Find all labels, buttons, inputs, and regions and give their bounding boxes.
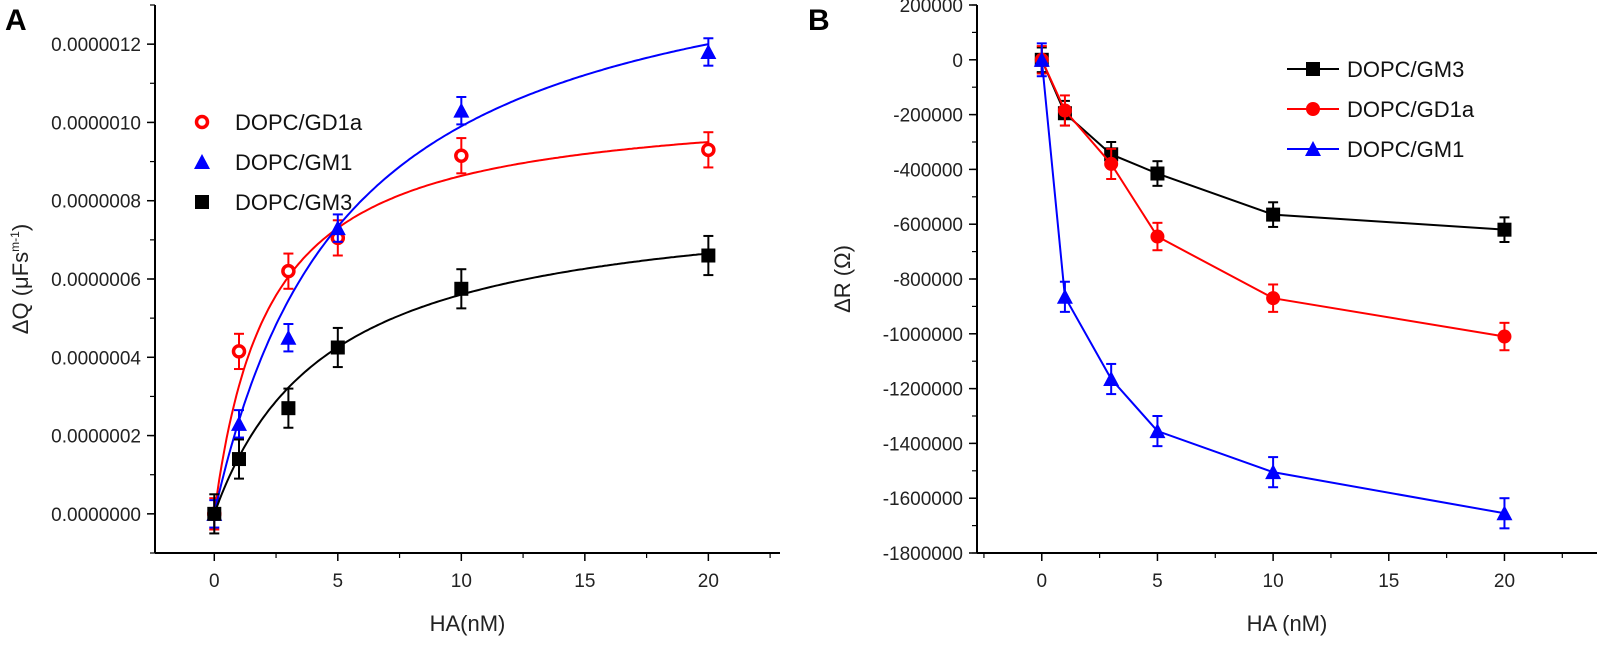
legend-item: DOPC/GM1 xyxy=(194,150,352,175)
data-point xyxy=(1149,423,1166,439)
y-tick-label: -1400000 xyxy=(883,434,963,455)
legend-marker xyxy=(1305,141,1321,156)
data-point xyxy=(1150,166,1165,181)
data-point xyxy=(281,401,296,416)
data-point xyxy=(1497,329,1512,344)
y-tick-label: -1000000 xyxy=(883,325,963,346)
legend-item: DOPC/GM3 xyxy=(195,190,352,215)
data-point xyxy=(230,415,247,431)
y-tick-label: -400000 xyxy=(893,160,963,181)
y-axis-label: ΔQ (μFsm-1) xyxy=(8,224,33,334)
y-tick-label: -600000 xyxy=(893,215,963,236)
data-point xyxy=(231,344,247,359)
y-axis-label-main: ΔR (Ω) xyxy=(830,245,855,313)
y-tick-label: 0.0000006 xyxy=(51,270,141,291)
y-tick-label: 0.0000002 xyxy=(51,427,141,448)
data-point xyxy=(1497,222,1512,237)
panel-label-b: B xyxy=(808,4,830,37)
legend-item: DOPC/GM1 xyxy=(1287,137,1464,162)
legend-item: DOPC/GD1a xyxy=(1287,97,1475,122)
series-line xyxy=(1040,59,1505,515)
x-tick-label: 20 xyxy=(698,571,719,592)
data-point xyxy=(454,148,469,163)
legend-label: DOPC/GD1a xyxy=(1347,97,1475,122)
series-dopc-gd1a xyxy=(1034,45,1512,352)
chart-a: 0 5 10 15 20 0.0000000 0.0000002 0.0000004 0.000… xyxy=(8,4,780,636)
y-tick-label: -1600000 xyxy=(883,489,963,510)
y-tick-label: 0.0000010 xyxy=(51,113,141,134)
x-tick-label: 5 xyxy=(1152,571,1163,592)
x-tick-label: 0 xyxy=(209,571,220,592)
x-axis-label: HA (nM) xyxy=(1247,611,1328,636)
x-tick-label: 20 xyxy=(1494,571,1515,592)
y-axis-label-end: ) xyxy=(8,224,33,231)
data-point xyxy=(1104,156,1119,171)
data-point xyxy=(330,340,345,355)
data-point xyxy=(1103,371,1120,387)
y-tick-label: 0.0000008 xyxy=(51,192,141,213)
y-tick-label: 200000 xyxy=(900,0,963,17)
x-axis-label: HA(nM) xyxy=(430,611,506,636)
data-point xyxy=(1265,464,1282,480)
data-point xyxy=(281,263,296,279)
x-tick-label: 15 xyxy=(1378,571,1399,592)
y-tick-label: 0.0000000 xyxy=(51,505,141,526)
data-point xyxy=(231,452,246,467)
y-tick-label: 0 xyxy=(952,51,963,72)
data-point xyxy=(329,220,346,236)
legend-label: DOPC/GM3 xyxy=(1347,57,1464,82)
legend-label: DOPC/GM3 xyxy=(235,190,352,215)
data-point xyxy=(1056,288,1073,304)
data-point xyxy=(700,43,717,59)
data-point xyxy=(701,248,716,263)
x-tick-label: 5 xyxy=(333,571,344,592)
y-tick-label: -1200000 xyxy=(883,380,963,401)
data-point xyxy=(1033,51,1050,67)
fit-curve xyxy=(213,141,709,515)
y-tick-label: -1800000 xyxy=(883,544,963,565)
y-tick-label: 0.0000004 xyxy=(51,348,141,369)
legend-marker xyxy=(1306,62,1320,76)
data-point xyxy=(1266,207,1281,222)
series-dopc-gm1 xyxy=(1033,42,1513,530)
legend-label: DOPC/GM1 xyxy=(235,150,352,175)
y-axis-label-main: ΔQ (μFs xyxy=(8,252,33,334)
data-point xyxy=(701,142,716,158)
legend-label: DOPC/GD1a xyxy=(235,110,363,135)
data-point xyxy=(453,102,470,118)
x-tick-label: 10 xyxy=(1263,571,1284,592)
legend-marker xyxy=(195,195,209,209)
data-point xyxy=(1496,505,1513,521)
legend-item: DOPC/GD1a xyxy=(194,110,363,135)
y-axis-label-sup: m-1 xyxy=(8,231,22,252)
series-dopc-gm3 xyxy=(207,234,716,535)
legend-item: DOPC/GM3 xyxy=(1287,57,1464,82)
y-axis-label: ΔR (Ω) xyxy=(830,245,855,313)
data-point xyxy=(207,506,222,521)
legend: DOPC/GD1a DOPC/GM1 DOPC/GM3 xyxy=(194,110,363,215)
legend: DOPC/GM3 DOPC/GD1a DOPC/GM1 xyxy=(1287,57,1475,162)
legend-label: DOPC/GM1 xyxy=(1347,137,1464,162)
data-point xyxy=(1057,103,1072,118)
chart-b: 0 5 10 15 20 200000 0 -200000 -400000 -600000 -800… xyxy=(830,0,1597,636)
data-point xyxy=(454,281,469,296)
fit-curve xyxy=(213,43,709,515)
legend-marker xyxy=(194,154,210,169)
y-tick-label: -800000 xyxy=(893,270,963,291)
data-point xyxy=(1266,291,1281,306)
x-tick-label: 10 xyxy=(451,571,472,592)
y-tick-label: 0.0000012 xyxy=(51,35,141,56)
y-tick-label: -200000 xyxy=(893,106,963,127)
series-line xyxy=(1040,59,1505,338)
x-tick-label: 0 xyxy=(1036,571,1047,592)
panel-label-a: A xyxy=(5,4,27,37)
data-point xyxy=(1150,229,1165,244)
legend-marker xyxy=(1306,102,1320,116)
x-tick-label: 15 xyxy=(574,571,595,592)
legend-marker xyxy=(194,114,210,130)
data-point xyxy=(280,329,297,345)
